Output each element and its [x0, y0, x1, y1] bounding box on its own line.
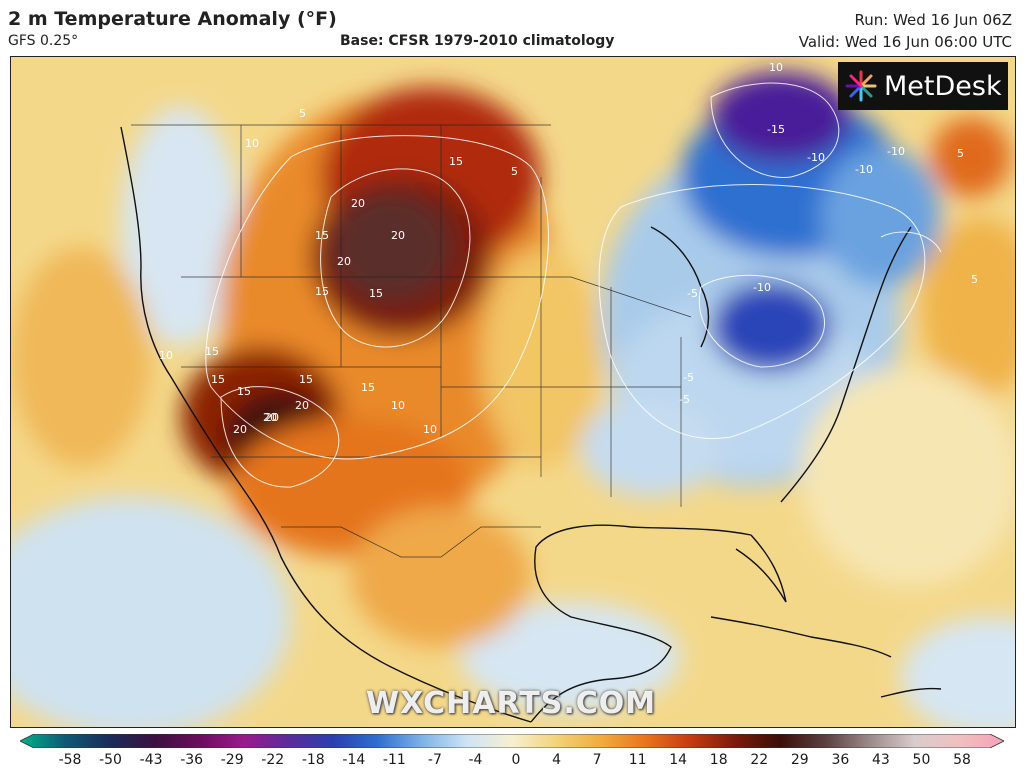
contour-label: 15	[315, 229, 329, 242]
colorbar-tick-label: -43	[139, 752, 163, 768]
colorbar-tick-label: 29	[790, 752, 809, 768]
colorbar-tick-label: 11	[628, 752, 647, 768]
contour-label: 20	[391, 229, 405, 242]
contour-label: -10	[753, 281, 771, 294]
colorbar-bar	[20, 734, 1004, 748]
contour-label: -5	[683, 371, 694, 384]
contour-label: -5	[687, 287, 698, 300]
metdesk-logo-text: MetDesk	[884, 70, 1002, 102]
colorbar-tick-label: 0	[511, 752, 521, 768]
colorbar-tick-label: 7	[592, 752, 602, 768]
colorbar-tick-label: -22	[261, 752, 285, 768]
contour-label: 10	[159, 349, 173, 362]
contour-label: 15	[315, 285, 329, 298]
colorbar-tick-label: 18	[709, 752, 728, 768]
contour-label: 5	[299, 107, 306, 120]
contour-lines	[205, 82, 942, 488]
colorbar-tick-label: 36	[831, 752, 850, 768]
political-borders	[131, 124, 692, 558]
contour-label-layer: 10 -15 -10 -10 -10 -10 -5 -5 -5 5 5 5 15…	[159, 61, 978, 436]
colorbar-tick-labels: -58 -50 -43 -36 -29 -22 -18 -14 -11 -7 -4 0 4 7 11 14 18…	[0, 752, 1024, 776]
colorbar-tick-label: 50	[912, 752, 931, 768]
valid-time-label: Valid: Wed 16 Jun 06:00 UTC	[798, 33, 1012, 51]
contour-label: -10	[807, 151, 825, 164]
climatology-base-label: Base: CFSR 1979-2010 climatology	[340, 33, 615, 49]
colorbar-tick-label: -14	[342, 752, 366, 768]
contour-label: 15	[361, 381, 375, 394]
metdesk-logo: MetDesk	[838, 62, 1008, 110]
run-time-label: Run: Wed 16 Jun 06Z	[854, 11, 1012, 29]
contour-label: 10	[769, 61, 783, 74]
colorbar-tick-label: -4	[468, 752, 483, 768]
contour-label: 15	[299, 373, 313, 386]
model-label: GFS 0.25°	[8, 33, 79, 49]
contour-label: 20	[351, 197, 365, 210]
contour-label: 5	[511, 165, 518, 178]
contour-label: 20	[265, 411, 279, 424]
contour-label: 10	[245, 137, 259, 150]
contour-label: 20	[263, 411, 277, 424]
colorbar-tick-label: -50	[99, 752, 122, 768]
colorbar-tick-label: -29	[220, 752, 244, 768]
contour-label: 20	[233, 423, 247, 436]
colorbar-tick-label: -11	[382, 752, 406, 768]
colorbar-tick-label: 14	[669, 752, 688, 768]
colorbar-tick-label: -58	[58, 752, 82, 768]
contour-label: -5	[679, 393, 690, 406]
colorbar-tick-label: -36	[180, 752, 204, 768]
colorbar-tick-label: -18	[301, 752, 325, 768]
colorbar-tick-label: 4	[552, 752, 561, 768]
contour-label: 10	[423, 423, 437, 436]
watermark: WXCHARTS.COM	[366, 686, 657, 721]
contour-label: 5	[971, 273, 978, 286]
contour-label: 15	[205, 345, 219, 358]
contour-label: -10	[855, 163, 873, 176]
contour-label: 15	[211, 373, 225, 386]
contour-label: 15	[369, 287, 383, 300]
metdesk-logo-icon	[845, 70, 877, 102]
anomaly-field	[11, 72, 1015, 727]
colorbar-tick-label: 22	[750, 752, 769, 768]
anomaly-map: 10 -15 -10 -10 -10 -10 -5 -5 -5 5 5 5 15…	[10, 56, 1016, 728]
contour-label: -15	[767, 123, 785, 136]
contour-label: 15	[237, 385, 251, 398]
colorbar-tick-label: 43	[871, 752, 890, 768]
contour-label: 20	[295, 399, 309, 412]
contour-label: 20	[337, 255, 351, 268]
contour-label: -10	[887, 145, 905, 158]
contour-label: 10	[391, 399, 405, 412]
contour-label: 5	[957, 147, 964, 160]
colorbar	[20, 734, 1004, 748]
contour-label: 15	[449, 155, 463, 168]
chart-title: 2 m Temperature Anomaly (°F)	[8, 8, 337, 30]
colorbar-tick-label: 58	[953, 752, 971, 768]
colorbar-tick-label: -7	[427, 752, 442, 768]
anomaly-map-canvas: 10 -15 -10 -10 -10 -10 -5 -5 -5 5 5 5 15…	[11, 57, 1015, 727]
